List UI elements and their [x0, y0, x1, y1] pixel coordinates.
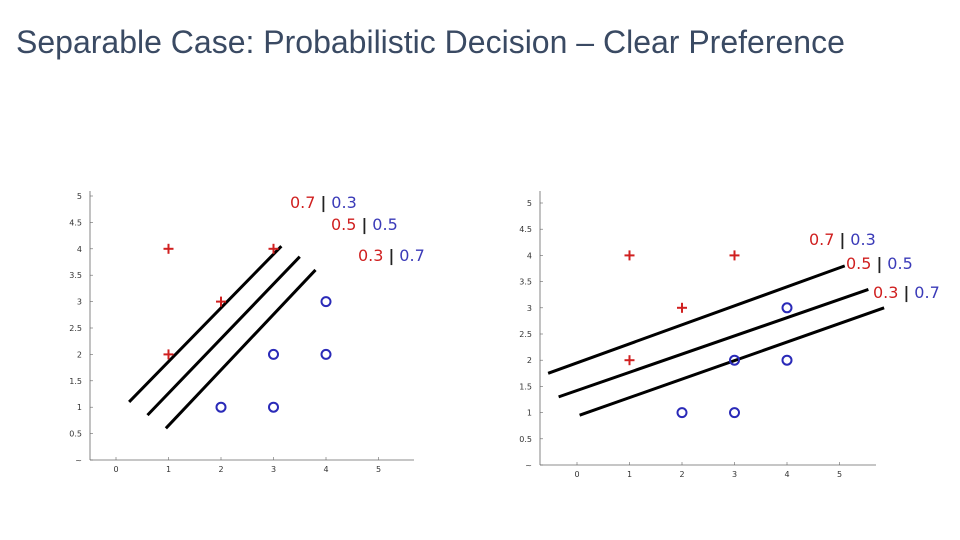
circle-point: [729, 407, 740, 419]
x-tick-label: 1: [166, 465, 171, 474]
separator-line-2: [558, 288, 869, 399]
prob-separator: |: [839, 230, 845, 250]
prob-left: 0.7: [290, 193, 315, 212]
y-tick-label: 2.5: [519, 330, 532, 339]
y-tick-label: 2: [77, 350, 82, 359]
circle-point: [781, 302, 793, 314]
x-tick-label: 0: [113, 465, 118, 474]
prob-right: 0.7: [399, 246, 424, 265]
probability-label-1: 0.7 | 0.3: [290, 193, 357, 213]
prob-left: 0.3: [873, 283, 898, 302]
probability-label-3: 0.3 | 0.7: [358, 246, 425, 266]
circle-point: [320, 348, 332, 360]
circle-point: [320, 296, 332, 308]
plus-point: [163, 243, 174, 254]
separator-line-3: [164, 268, 317, 430]
y-tick-label: 1: [527, 409, 532, 418]
y-tick-label: 3.5: [69, 271, 82, 280]
x-tick-label: 4: [323, 465, 328, 474]
y-tick-label: 1.5: [519, 382, 532, 391]
separator-line-3: [579, 306, 885, 417]
prob-separator: |: [903, 283, 909, 303]
x-tick-label: 3: [271, 465, 276, 474]
probability-label-2: 0.5 | 0.5: [846, 254, 913, 274]
probability-label-1: 0.7 | 0.3: [809, 230, 876, 250]
y-tick-label: 4: [77, 245, 82, 254]
prob-right: 0.3: [850, 230, 875, 249]
prob-separator: |: [388, 246, 394, 266]
plus-point: [677, 302, 687, 313]
y-tick-label: 1.5: [69, 377, 82, 386]
circle-point: [781, 354, 793, 366]
prob-left: 0.5: [846, 254, 871, 273]
x-tick-label: 5: [837, 470, 842, 479]
y-tick-label: 2: [527, 356, 532, 365]
plus-point: [163, 349, 174, 360]
circle-point: [729, 354, 740, 366]
plus-point: [268, 243, 279, 254]
y-tick-label: 4.5: [519, 225, 532, 234]
y-tick-label: ~: [525, 461, 532, 470]
circle-point: [268, 348, 279, 360]
y-tick-label: 0.5: [519, 435, 532, 444]
x-tick-label: 1: [627, 470, 632, 479]
x-tick-label: 4: [784, 470, 789, 479]
separator-line-1: [547, 264, 846, 375]
y-tick-label: 2.5: [69, 324, 82, 333]
chart-2: 0 1 2 3 4 5~0.511.522.533.544.550.7 | 0.30.5 | 0.…: [519, 191, 940, 479]
plus-point: [624, 250, 635, 261]
y-tick-label: 5: [77, 192, 82, 201]
x-tick-label: 0: [574, 470, 579, 479]
y-tick-label: ~: [75, 456, 82, 465]
y-tick-label: 3.5: [519, 278, 532, 287]
x-tick-label: 5: [376, 465, 381, 474]
y-tick-label: 1: [77, 403, 82, 412]
y-tick-label: 5: [527, 199, 532, 208]
prob-left: 0.3: [358, 246, 383, 265]
chart-1: 0 1 2 3 4 5~0.511.522.533.544.55 0.7 | 0.30.5 | 0.…: [69, 191, 425, 474]
x-tick-label: 2: [218, 465, 223, 474]
y-tick-label: 4.5: [69, 218, 82, 227]
prob-right: 0.3: [331, 193, 356, 212]
plus-point: [729, 250, 740, 261]
y-tick-label: 3: [77, 298, 82, 307]
x-tick-label: 3: [732, 470, 737, 479]
prob-left: 0.7: [809, 230, 834, 249]
probability-label-3: 0.3 | 0.7: [873, 283, 940, 303]
circle-point: [268, 401, 279, 413]
separator-line-1: [128, 245, 283, 403]
separator-line-2: [146, 255, 301, 417]
y-tick-label: 4: [527, 251, 532, 260]
prob-right: 0.5: [372, 215, 397, 234]
prob-separator: |: [320, 193, 326, 213]
circle-point: [215, 401, 227, 413]
circle-point: [676, 407, 688, 419]
slide-title: Separable Case: Probabilistic Decision –…: [16, 24, 845, 60]
probability-label-2: 0.5 | 0.5: [331, 215, 398, 235]
x-tick-label: 2: [679, 470, 684, 479]
y-tick-label: 3: [527, 304, 532, 313]
prob-separator: |: [876, 254, 882, 274]
prob-right: 0.5: [887, 254, 912, 273]
prob-right: 0.7: [914, 283, 939, 302]
plus-point: [624, 355, 635, 366]
prob-left: 0.5: [331, 215, 356, 234]
prob-separator: |: [361, 215, 367, 235]
y-tick-label: 0.5: [69, 430, 82, 439]
plus-point: [216, 296, 226, 307]
